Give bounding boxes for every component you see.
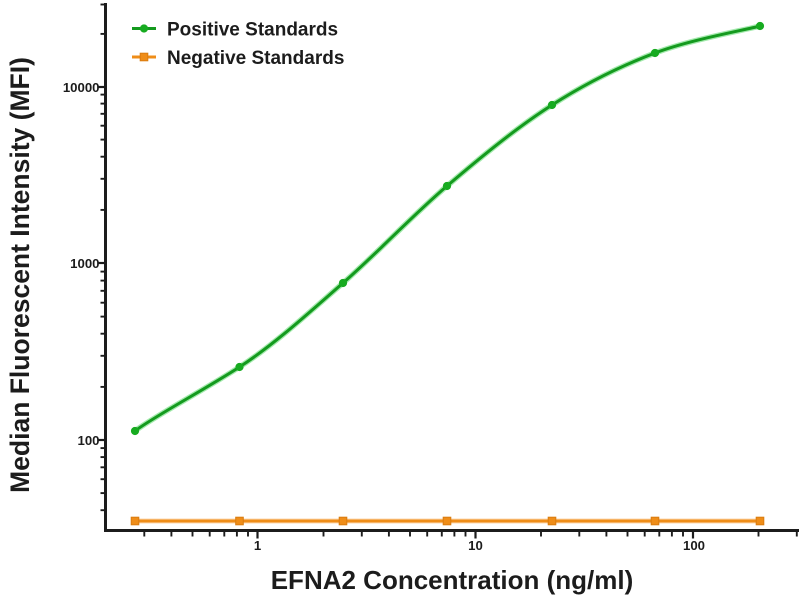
svg-text:Positive Standards: Positive Standards — [167, 20, 338, 41]
svg-text:EFNA2 Concentration (ng/ml): EFNA2 Concentration (ng/ml) — [271, 565, 634, 595]
svg-text:100: 100 — [683, 538, 705, 553]
svg-text:100: 100 — [77, 433, 99, 448]
svg-text:Median Fluorescent Intensity (: Median Fluorescent Intensity (MFI) — [5, 57, 35, 493]
svg-text:1000: 1000 — [70, 256, 99, 271]
svg-text:Negative Standards: Negative Standards — [167, 48, 344, 69]
svg-text:10000: 10000 — [63, 80, 100, 95]
svg-text:1: 1 — [254, 538, 261, 553]
svg-text:10: 10 — [468, 538, 483, 553]
